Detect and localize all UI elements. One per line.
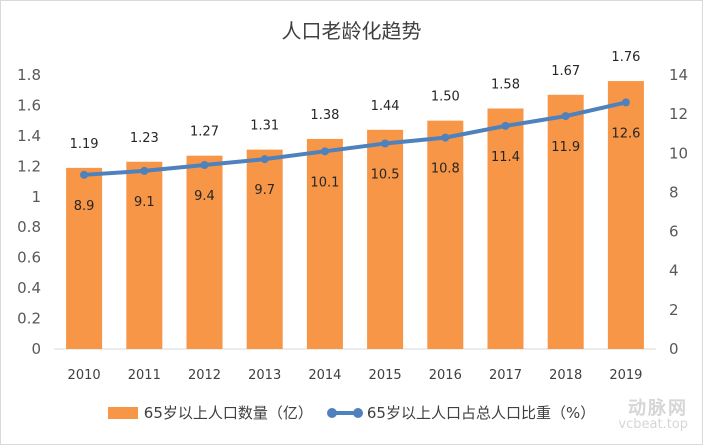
left-axis-tick: 1.4 [17,127,41,145]
line-data-label: 9.7 [254,183,275,198]
bar [427,120,464,350]
line-data-label: 8.9 [74,199,95,214]
bar-data-label: 1.44 [371,99,400,114]
left-axis-tick: 1 [31,188,41,206]
left-axis-tick: 1.8 [17,66,41,84]
right-axis-tick: 6 [669,223,679,241]
left-axis-tick: 1.6 [17,96,41,114]
x-axis-tick: 2018 [549,368,582,383]
left-axis-tick: 0.8 [17,218,41,236]
bar-data-label: 1.27 [190,125,219,140]
line-data-label: 12.6 [611,126,640,141]
x-axis-tick: 2013 [248,368,281,383]
left-axis-tick: 0.6 [17,249,41,267]
bar-data-label: 1.31 [250,119,279,134]
line-point [80,170,89,179]
chart-title: 人口老龄化趋势 [281,19,422,43]
line-data-label: 11.9 [551,140,580,155]
line-point [621,98,630,107]
watermark-logo: 动脉网 vcbeat.top [618,398,688,433]
x-axis-tick: 2012 [188,368,221,383]
line-point [561,112,570,121]
legend: 65岁以上人口数量（亿） 65岁以上人口占总人口比重（%） [1,402,702,423]
bar-data-label: 1.50 [431,90,460,105]
bar-data-label: 1.58 [491,77,520,92]
line-data-label: 10.1 [310,175,339,190]
legend-line-swatch [326,407,363,418]
right-axis-tick: 4 [669,262,679,280]
left-axis-tick: 0.2 [17,310,41,328]
bar [367,129,404,349]
line-series [83,100,627,177]
legend-bar-swatch [107,406,138,419]
line-point [441,133,450,142]
line-point [140,166,149,175]
line-point [381,139,390,148]
line-point [501,121,510,130]
left-axis-tick: 1.2 [17,157,41,175]
bar-data-label: 1.67 [551,64,580,79]
line-point [260,155,269,164]
bar [547,94,584,350]
left-axis-tick: 0 [31,340,41,358]
legend-bar-label: 65岁以上人口数量（亿） [143,404,313,422]
line-point [320,147,329,156]
right-axis-tick: 2 [669,301,679,319]
bar [186,155,223,349]
line-data-label: 10.5 [371,168,400,183]
bar [126,161,163,349]
line-data-label: 9.1 [134,195,155,210]
line-data-label: 9.4 [194,189,215,204]
bar-data-label: 1.38 [310,108,339,123]
bar [487,108,524,349]
x-axis-tick: 2019 [609,368,642,383]
bar [607,81,644,349]
right-axis-tick: 8 [669,183,679,201]
right-axis-tick: 0 [669,340,679,358]
bar-data-label: 1.76 [611,50,640,65]
bar [246,149,283,349]
line-data-label: 10.8 [431,162,460,177]
line-point [200,161,209,170]
bar-data-label: 1.23 [130,131,159,146]
watermark-line1: 动脉网 [628,398,688,419]
x-axis-tick: 2017 [489,368,522,383]
right-axis-tick: 14 [669,66,688,84]
left-axis-tick: 0.4 [17,279,41,297]
bar-data-label: 1.19 [70,137,99,152]
x-axis-tick: 2010 [68,368,101,383]
x-axis-tick: 2014 [308,368,341,383]
x-axis-tick: 2011 [128,368,161,383]
bar [306,138,343,349]
x-axis-tick: 2016 [429,368,462,383]
legend-line-label: 65岁以上人口占总人口比重（%） [366,404,596,422]
line-data-label: 11.4 [491,150,520,165]
x-axis-tick: 2015 [369,368,402,383]
bar [66,167,103,349]
watermark-line2: vcbeat.top [618,417,688,432]
right-axis-tick: 10 [669,144,688,162]
right-axis-tick: 12 [669,105,688,123]
